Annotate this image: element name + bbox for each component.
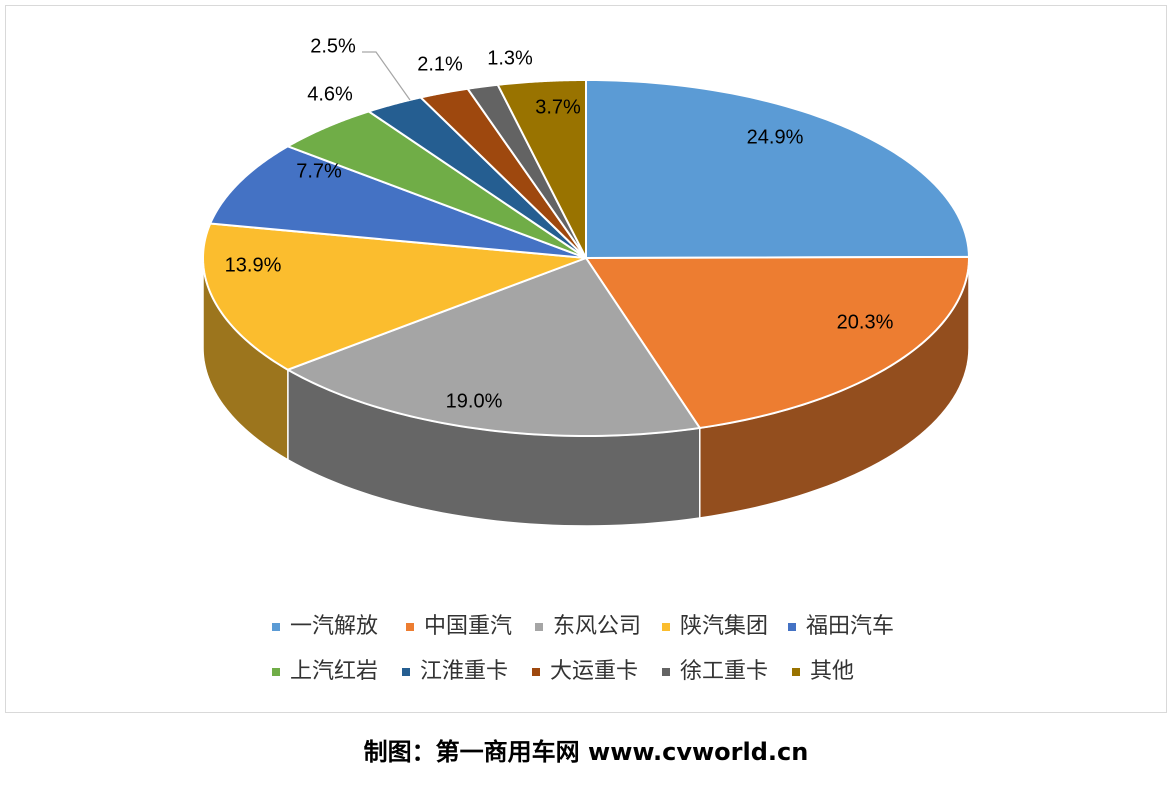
- pie-slice: [285, 256, 702, 437]
- legend-marker: [662, 623, 670, 631]
- data-label: 7.7%: [296, 160, 342, 182]
- data-label: 2.1%: [417, 53, 463, 75]
- legend-marker: [402, 668, 410, 676]
- data-label: 4.6%: [307, 83, 353, 105]
- caption: 制图：第一商用车网 www.cvworld.cn: [364, 738, 809, 766]
- data-label: 2.5%: [310, 35, 356, 57]
- pie-slice: [202, 222, 587, 371]
- legend-marker: [272, 668, 280, 676]
- legend-marker: [272, 623, 280, 631]
- legend-label: 福田汽车: [806, 614, 894, 639]
- legend-label: 江淮重卡: [420, 659, 508, 684]
- pie-slice: [496, 78, 587, 259]
- legend-label: 一汽解放: [290, 614, 378, 639]
- legend-marker: [535, 623, 543, 631]
- legend-label: 徐工重卡: [680, 659, 768, 684]
- leader-line: [362, 51, 411, 101]
- pie-slice: [285, 110, 587, 259]
- pie-slice: [418, 87, 587, 259]
- data-label: 20.3%: [837, 311, 894, 333]
- data-label: 19.0%: [446, 390, 503, 412]
- data-label: 3.7%: [535, 96, 581, 118]
- legend-marker: [532, 668, 540, 676]
- legend-label: 中国重汽: [424, 614, 512, 639]
- legend-label: 其他: [810, 659, 854, 684]
- legend-marker: [792, 668, 800, 676]
- legend-label: 上汽红岩: [290, 659, 378, 684]
- data-label: 24.9%: [747, 126, 804, 148]
- legend-marker: [788, 623, 796, 631]
- legend-marker: [406, 623, 414, 631]
- pie-slice: [585, 78, 971, 260]
- pie-slice: [584, 255, 971, 430]
- legend-label: 东风公司: [553, 614, 641, 639]
- legend-label: 陕汽集团: [680, 614, 768, 639]
- legend-label: 大运重卡: [550, 659, 638, 684]
- pie-slice: [208, 145, 587, 259]
- data-label: 1.3%: [487, 47, 533, 69]
- pie-slice: [366, 96, 587, 259]
- legend-marker: [662, 668, 670, 676]
- data-label: 13.9%: [225, 254, 282, 276]
- pie-slice: [465, 83, 587, 259]
